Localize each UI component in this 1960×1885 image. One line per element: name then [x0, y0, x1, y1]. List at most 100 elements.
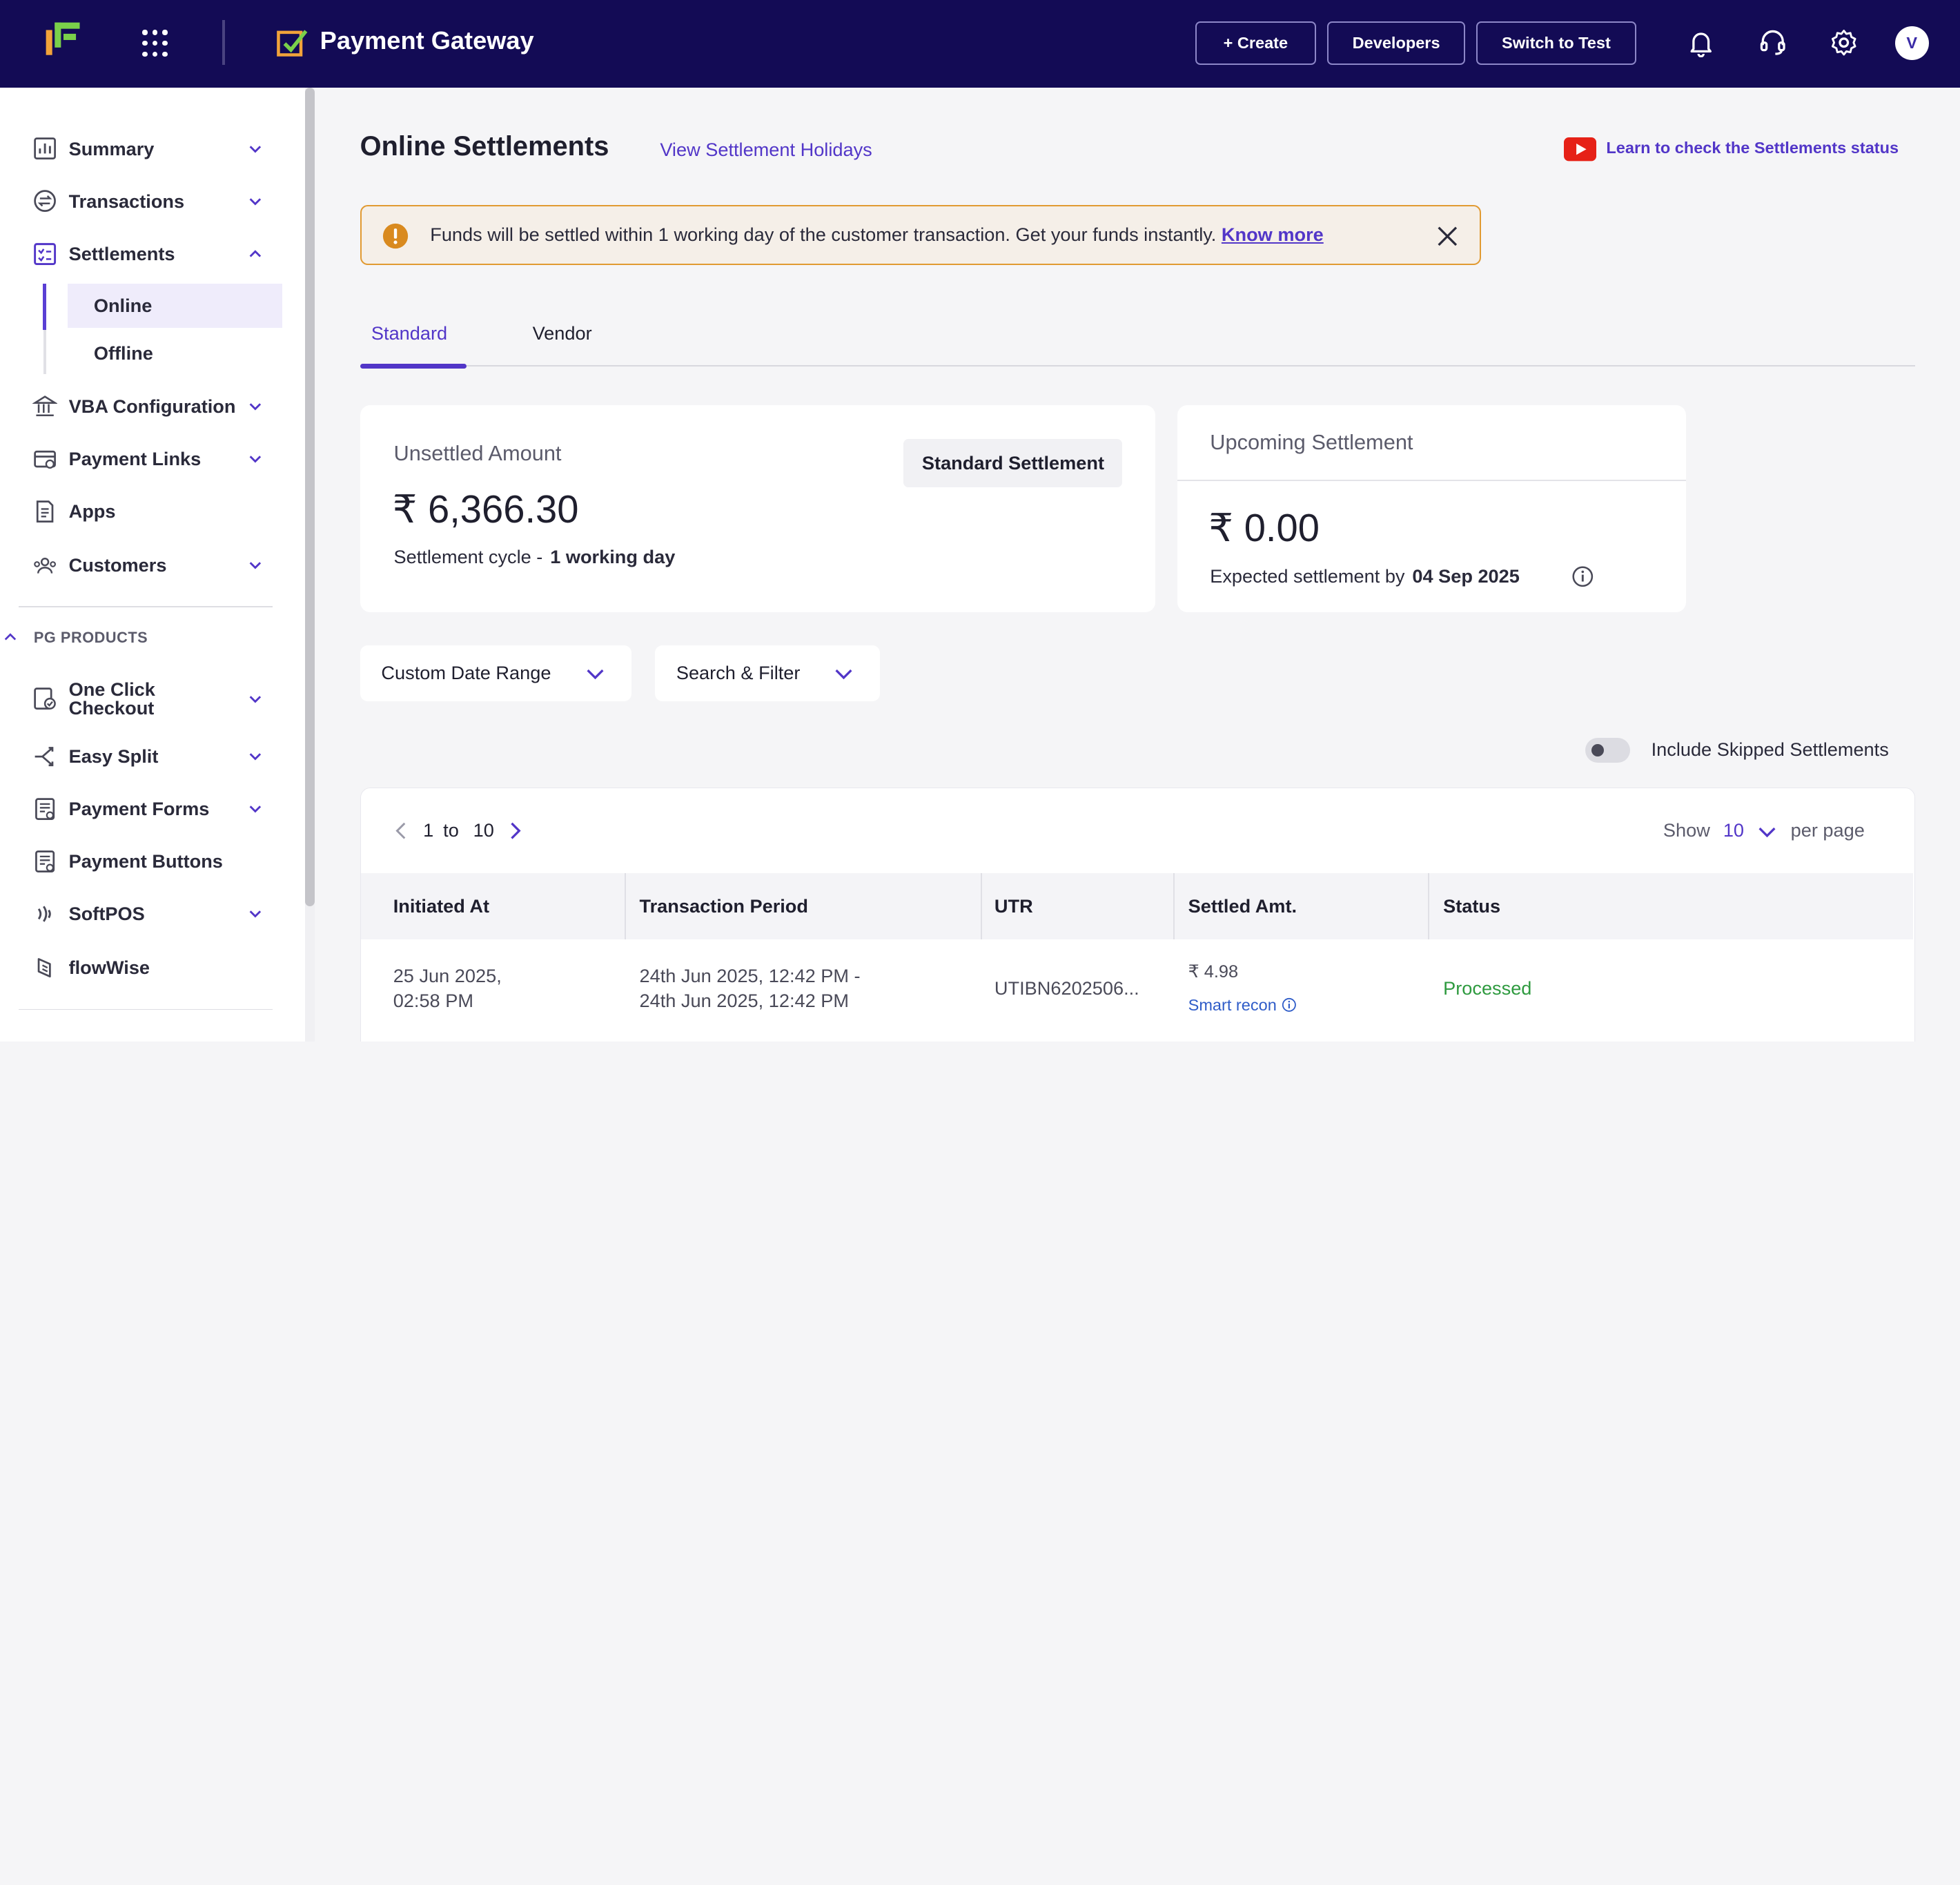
per-page-select[interactable]: 10 [1723, 819, 1745, 841]
brand-logo[interactable] [43, 20, 84, 57]
sidebar-item-payment-forms[interactable]: Payment Forms [32, 790, 261, 828]
pager-to-word: to [443, 819, 459, 841]
submenu-active-indicator [42, 284, 46, 331]
smart-recon-link[interactable]: Smart recon [1188, 996, 1297, 1015]
cell-period-line1: 24th Jun 2025, 12:42 PM - [639, 964, 861, 986]
chevron-down-icon [587, 669, 604, 679]
sidebar-item-settlements[interactable]: Settlements [32, 235, 273, 273]
column-header-settled-amount[interactable]: Settled Amt. [1188, 895, 1297, 917]
section-label-pg-products[interactable]: PG PRODUCTS [33, 629, 148, 647]
chevron-down-icon[interactable] [248, 141, 263, 157]
sidebar: Summary Transactions Settlements Online … [0, 87, 315, 1042]
cell-period-line2: 24th Jun 2025, 12:42 PM [639, 989, 849, 1011]
include-skipped-label: Include Skipped Settlements [1651, 739, 1889, 761]
chevron-down-icon[interactable] [248, 399, 263, 414]
chevron-down-icon[interactable] [248, 749, 263, 764]
settlement-cycle-value: 1 working day [550, 546, 676, 568]
sidebar-item-vba-configuration[interactable]: VBA Configuration [32, 387, 273, 424]
sidebar-item-one-click-checkout[interactable]: One Click Checkout [32, 678, 261, 721]
chevron-left-icon[interactable] [393, 822, 409, 839]
column-header-status[interactable]: Status [1443, 895, 1501, 917]
form-icon [35, 797, 55, 820]
split-icon [35, 746, 54, 766]
sidebar-scrollbar-thumb[interactable] [304, 87, 315, 907]
sidebar-item-easy-split[interactable]: Easy Split [32, 738, 261, 775]
tabs-divider [360, 364, 1915, 367]
table-header: Initiated At Transaction Period UTR Sett… [360, 873, 1914, 940]
product-title: Payment Gateway [320, 26, 534, 55]
chevron-down-icon[interactable] [248, 906, 263, 921]
sidebar-item-label: SoftPOS [68, 902, 145, 924]
sidebar-item-softpos[interactable]: SoftPOS [32, 895, 261, 932]
sidebar-item-payment-buttons[interactable]: Payment Buttons [32, 843, 257, 880]
toggle-knob [1591, 743, 1604, 756]
chevron-up-icon[interactable] [3, 630, 17, 644]
sidebar-item-flowwise[interactable]: flowWise [32, 949, 257, 986]
app-launcher-icon[interactable] [142, 30, 170, 57]
sidebar-item-summary[interactable]: Summary [32, 130, 273, 167]
chevron-down-icon[interactable] [248, 451, 263, 467]
chevron-down-icon[interactable] [248, 194, 263, 209]
sidebar-item-customers[interactable]: Customers [32, 546, 273, 583]
card-link-icon [34, 450, 57, 469]
search-filter-label: Search & Filter [676, 662, 801, 684]
sidebar-item-label: Customers [68, 554, 167, 576]
switch-to-test-button[interactable]: Switch to Test [1476, 21, 1636, 66]
document-icon [36, 500, 54, 522]
chevron-down-icon[interactable] [1757, 822, 1777, 842]
search-filter-dropdown[interactable]: Search & Filter [655, 645, 881, 702]
active-tab-indicator [360, 364, 467, 369]
chevron-down-icon[interactable] [248, 801, 263, 817]
chevron-right-icon[interactable] [508, 822, 523, 839]
cell-initiated-line1: 25 Jun 2025, [393, 964, 502, 986]
user-avatar[interactable]: V [1894, 26, 1929, 60]
pager-to: 10 [473, 819, 494, 841]
include-skipped-toggle[interactable] [1585, 737, 1630, 763]
view-settlement-holidays-link[interactable]: View Settlement Holidays [660, 139, 872, 161]
unsettled-amount-label: Unsettled Amount [393, 441, 562, 466]
chevron-down-icon[interactable] [248, 558, 263, 573]
sidebar-subitem-online[interactable]: Online [67, 284, 283, 328]
column-divider [1173, 873, 1175, 940]
sidebar-item-label: Payment Links [68, 447, 202, 469]
expected-settlement-label: Expected settlement by [1210, 565, 1405, 587]
flowwise-icon [37, 957, 51, 977]
chevron-down-icon[interactable] [248, 692, 263, 707]
app-window: Payment Gateway + Create Developers Swit… [0, 0, 1960, 1042]
bell-icon[interactable] [1686, 28, 1716, 58]
close-icon[interactable] [1436, 225, 1459, 248]
create-button[interactable]: + Create [1195, 21, 1317, 66]
info-icon [1282, 998, 1296, 1013]
sidebar-item-label: Payment Forms [68, 797, 210, 819]
column-divider [1428, 873, 1430, 940]
contactless-icon [37, 906, 51, 922]
sidebar-item-label: Summary [68, 137, 155, 159]
sidebar-item-payment-links[interactable]: Payment Links [32, 440, 273, 478]
column-header-utr[interactable]: UTR [994, 895, 1033, 917]
sidebar-item-transactions[interactable]: Transactions [32, 182, 273, 219]
tab-standard[interactable]: Standard [371, 322, 448, 344]
column-header-initiated-at[interactable]: Initiated At [393, 895, 489, 917]
gear-icon[interactable] [1829, 28, 1859, 57]
column-header-transaction-period[interactable]: Transaction Period [639, 895, 808, 917]
sidebar-item-apps[interactable]: Apps [32, 493, 273, 530]
info-icon[interactable] [1571, 565, 1594, 588]
chevron-up-icon[interactable] [248, 246, 263, 262]
know-more-link[interactable]: Know more [1221, 224, 1324, 246]
youtube-icon[interactable] [1563, 137, 1596, 162]
column-divider [980, 873, 982, 940]
transfer-arrows-icon [34, 190, 57, 213]
learn-settlements-status-link[interactable]: Learn to check the Settlements status [1606, 139, 1899, 157]
sidebar-divider [19, 606, 273, 608]
chevron-down-icon [835, 669, 852, 679]
custom-date-range-dropdown[interactable]: Custom Date Range [360, 645, 631, 702]
settlement-cycle: Settlement cycle - 1 working day [394, 546, 676, 568]
tab-vendor[interactable]: Vendor [532, 322, 592, 344]
unsettled-amount-value: ₹ 6,366.30 [392, 487, 579, 531]
status-badge: Processed [1443, 977, 1532, 999]
cell-utr: UTIBN6202506... [994, 977, 1139, 999]
developers-button[interactable]: Developers [1327, 21, 1465, 66]
sidebar-subitem-offline[interactable]: Offline [93, 342, 153, 364]
support-headset-icon[interactable] [1758, 28, 1787, 57]
upcoming-settlement-card: Upcoming Settlement ₹ 0.00 Expected sett… [1177, 404, 1687, 613]
